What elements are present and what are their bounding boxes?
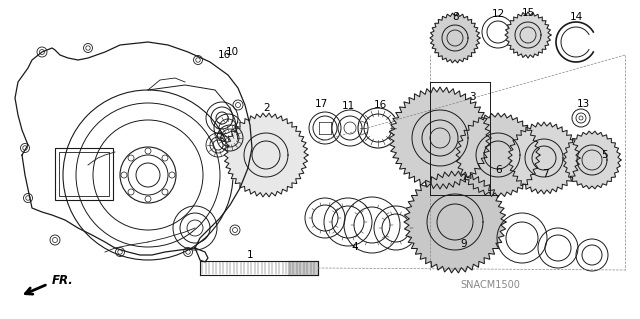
Polygon shape — [404, 171, 506, 273]
Text: 15: 15 — [522, 8, 534, 18]
Text: 6: 6 — [496, 165, 502, 175]
Polygon shape — [563, 131, 621, 189]
Polygon shape — [389, 87, 491, 189]
Text: SNACM1500: SNACM1500 — [460, 280, 520, 290]
Polygon shape — [430, 13, 480, 63]
Text: 4: 4 — [352, 242, 358, 252]
Polygon shape — [288, 261, 318, 275]
Polygon shape — [456, 113, 540, 197]
Text: 8: 8 — [452, 12, 460, 22]
Text: 12: 12 — [492, 9, 504, 19]
Polygon shape — [508, 122, 580, 194]
Text: 7: 7 — [541, 169, 548, 179]
Text: FR.: FR. — [52, 275, 74, 287]
Bar — [59, 152, 109, 196]
Text: 9: 9 — [461, 239, 467, 249]
Bar — [55, 148, 113, 200]
Text: 14: 14 — [570, 12, 582, 22]
Text: 16: 16 — [373, 100, 387, 110]
Text: 2: 2 — [264, 103, 270, 113]
Text: 5: 5 — [601, 150, 607, 160]
Text: 1: 1 — [246, 250, 253, 260]
Polygon shape — [224, 113, 308, 197]
Text: 3: 3 — [468, 92, 476, 102]
Text: 13: 13 — [577, 99, 589, 109]
Text: 16: 16 — [218, 50, 230, 60]
Polygon shape — [505, 12, 551, 58]
Text: 11: 11 — [341, 101, 355, 111]
Text: 17: 17 — [314, 99, 328, 109]
Text: 10: 10 — [225, 47, 239, 57]
